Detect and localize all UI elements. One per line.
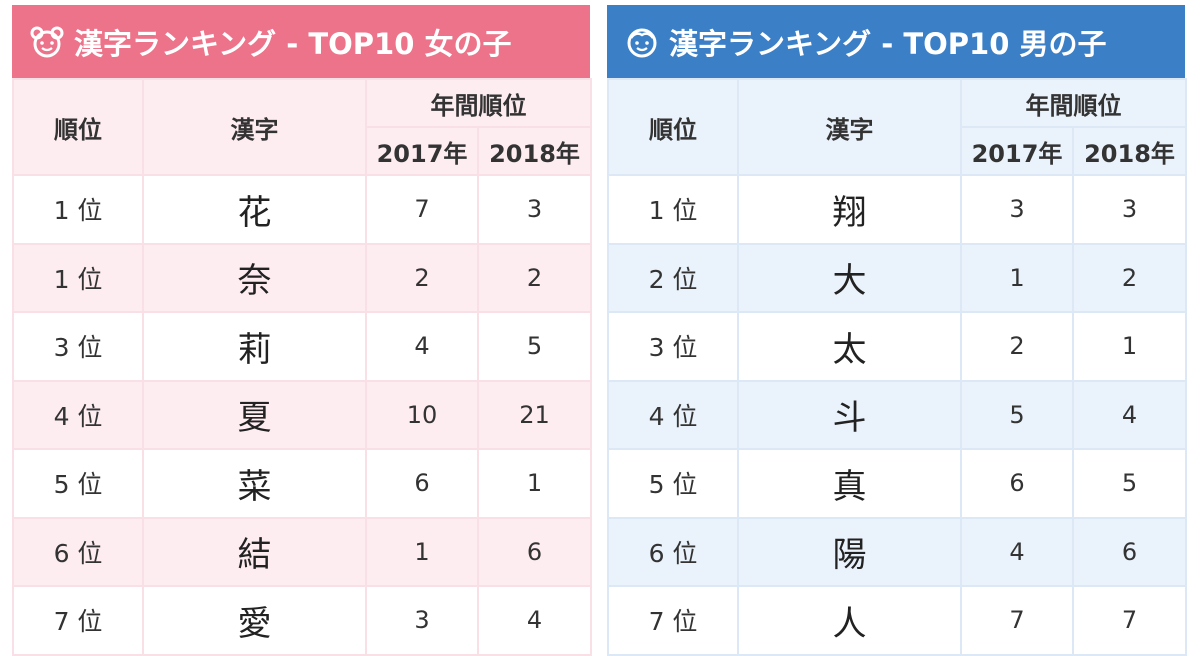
boys-panel-title: 漢字ランキング - TOP10 男の子 bbox=[669, 26, 1107, 61]
rank-2017-cell: 6 bbox=[960, 448, 1074, 519]
kanji-cell: 菜 bbox=[142, 448, 367, 519]
rank-cell: 2 位 bbox=[607, 242, 739, 313]
rank-2017-cell: 7 bbox=[960, 585, 1074, 656]
girls-panel-header: 漢字ランキング - TOP10 女の子 bbox=[12, 5, 590, 78]
annual-rank-header: 年間順位 bbox=[365, 78, 592, 128]
rank-cell: 1 位 bbox=[12, 174, 144, 245]
rank-2018-cell: 6 bbox=[477, 516, 592, 587]
rank-cell: 3 位 bbox=[12, 311, 144, 382]
kanji-cell: 人 bbox=[737, 585, 962, 656]
rank-cell: 5 位 bbox=[12, 448, 144, 519]
rank-2018-cell: 2 bbox=[477, 242, 592, 313]
kanji-cell: 翔 bbox=[737, 174, 962, 245]
boys-panel-header: 漢字ランキング - TOP10 男の子 bbox=[607, 5, 1185, 78]
rank-2017-cell: 3 bbox=[365, 585, 479, 656]
rank-2018-cell: 4 bbox=[477, 585, 592, 656]
kanji-cell: 花 bbox=[142, 174, 367, 245]
rank-cell: 1 位 bbox=[607, 174, 739, 245]
rank-cell: 7 位 bbox=[12, 585, 144, 656]
rank-2018-cell: 21 bbox=[477, 379, 592, 450]
boys-ranking-panel: 漢字ランキング - TOP10 男の子 順位 漢字 年間順位 2017年 201… bbox=[607, 5, 1187, 656]
rank-2017-cell: 5 bbox=[960, 379, 1074, 450]
rank-column-header: 順位 bbox=[12, 78, 144, 176]
kanji-cell: 陽 bbox=[737, 516, 962, 587]
rank-2018-cell: 1 bbox=[1072, 311, 1187, 382]
rank-2018-cell: 5 bbox=[1072, 448, 1187, 519]
rank-2018-cell: 1 bbox=[477, 448, 592, 519]
kanji-cell: 奈 bbox=[142, 242, 367, 313]
rank-cell: 3 位 bbox=[607, 311, 739, 382]
rank-cell: 6 位 bbox=[12, 516, 144, 587]
rank-2018-cell: 4 bbox=[1072, 379, 1187, 450]
rank-cell: 7 位 bbox=[607, 585, 739, 656]
rank-2017-cell: 6 bbox=[365, 448, 479, 519]
kanji-cell: 太 bbox=[737, 311, 962, 382]
rank-2018-cell: 7 bbox=[1072, 585, 1187, 656]
rank-2017-cell: 7 bbox=[365, 174, 479, 245]
rank-2017-cell: 2 bbox=[365, 242, 479, 313]
rank-2018-cell: 2 bbox=[1072, 242, 1187, 313]
year-2018-header: 2018年 bbox=[477, 126, 592, 176]
rank-2017-cell: 4 bbox=[365, 311, 479, 382]
rank-cell: 1 位 bbox=[12, 242, 144, 313]
rank-2017-cell: 2 bbox=[960, 311, 1074, 382]
rank-2018-cell: 5 bbox=[477, 311, 592, 382]
kanji-cell: 愛 bbox=[142, 585, 367, 656]
kanji-cell: 結 bbox=[142, 516, 367, 587]
kanji-cell: 莉 bbox=[142, 311, 367, 382]
table-row: 4 位夏 10 21 bbox=[12, 379, 592, 450]
kanji-cell: 大 bbox=[737, 242, 962, 313]
rank-2017-cell: 10 bbox=[365, 379, 479, 450]
kanji-cell: 真 bbox=[737, 448, 962, 519]
girl-face-icon bbox=[30, 26, 64, 57]
year-2017-header: 2017年 bbox=[365, 126, 479, 176]
year-2017-header: 2017年 bbox=[960, 126, 1074, 176]
rank-column-header: 順位 bbox=[607, 78, 739, 176]
rank-cell: 5 位 bbox=[607, 448, 739, 519]
rank-2018-cell: 6 bbox=[1072, 516, 1187, 587]
rank-2017-cell: 1 bbox=[960, 242, 1074, 313]
boy-face-icon bbox=[627, 28, 657, 57]
rank-cell: 6 位 bbox=[607, 516, 739, 587]
kanji-cell: 夏 bbox=[142, 379, 367, 450]
rank-2017-cell: 1 bbox=[365, 516, 479, 587]
rank-2017-cell: 3 bbox=[960, 174, 1074, 245]
kanji-column-header: 漢字 bbox=[142, 78, 367, 176]
year-2018-header: 2018年 bbox=[1072, 126, 1187, 176]
rank-cell: 4 位 bbox=[607, 379, 739, 450]
rank-2018-cell: 3 bbox=[1072, 174, 1187, 245]
rank-cell: 4 位 bbox=[12, 379, 144, 450]
rank-2017-cell: 4 bbox=[960, 516, 1074, 587]
kanji-column-header: 漢字 bbox=[737, 78, 962, 176]
girls-ranking-panel: 漢字ランキング - TOP10 女の子 順位 漢字 年間順位 2017年 201… bbox=[12, 5, 592, 656]
girls-panel-title: 漢字ランキング - TOP10 女の子 bbox=[74, 26, 512, 61]
rank-2018-cell: 3 bbox=[477, 174, 592, 245]
annual-rank-header: 年間順位 bbox=[960, 78, 1187, 128]
kanji-cell: 斗 bbox=[737, 379, 962, 450]
